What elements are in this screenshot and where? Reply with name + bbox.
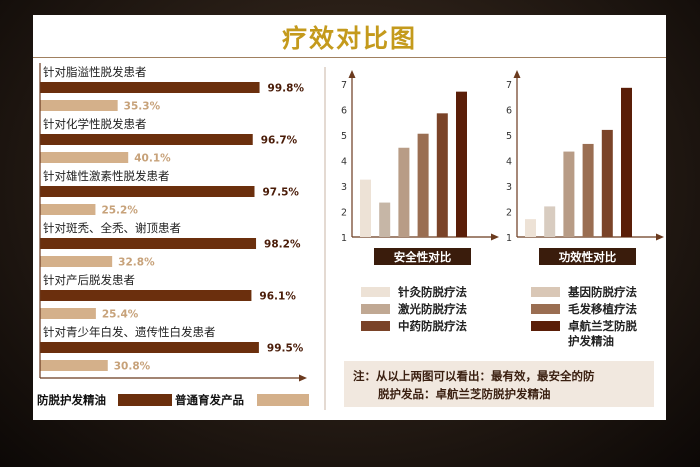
safety-chart-bar xyxy=(456,91,467,238)
efficacy-chart-y-tick-label: 4 xyxy=(506,157,512,168)
bar-secondary xyxy=(40,308,96,319)
safety-chart-y-tick-label: 1 xyxy=(341,233,347,244)
data-label-primary: 99.8% xyxy=(268,83,305,95)
data-label-primary: 97.5% xyxy=(263,187,300,199)
category-label: 针对产后脱发患者 xyxy=(43,273,135,287)
bar-secondary xyxy=(40,360,108,371)
data-label-secondary: 35.3% xyxy=(124,101,161,113)
safety-chart-y-axis-arrow xyxy=(348,70,356,78)
efficacy-chart-y-tick-label: 3 xyxy=(506,182,512,193)
efficacy-chart-bar xyxy=(582,143,594,237)
safety-chart-bar xyxy=(436,113,448,237)
safety-chart-bar xyxy=(379,202,391,237)
data-label-primary: 96.1% xyxy=(259,291,296,303)
footnote-box xyxy=(344,361,654,407)
efficacy-chart-bar xyxy=(601,129,613,237)
safety-chart-caption-box xyxy=(374,248,471,265)
data-label-secondary: 40.1% xyxy=(134,153,171,165)
efficacy-chart-bar xyxy=(621,87,632,237)
efficacy-chart-y-tick-label: 5 xyxy=(506,131,512,142)
bar-secondary xyxy=(40,152,129,163)
legend-label: 毛发移植疗法 xyxy=(568,302,637,316)
efficacy-chart-x-axis-arrow xyxy=(656,233,664,241)
data-label-secondary: 32.8% xyxy=(118,257,155,269)
data-label-primary: 96.7% xyxy=(261,135,298,147)
safety-chart-y-tick-label: 6 xyxy=(341,106,347,117)
page-title: 疗效对比图 xyxy=(281,24,417,53)
safety-chart-y-tick-label: 2 xyxy=(341,208,347,219)
footnote-line-2: 脱护发品：卓航兰芝防脱护发精油 xyxy=(378,387,551,401)
legend-label: 卓航兰芝防脱 xyxy=(568,319,637,333)
legend-label: 激光防脱疗法 xyxy=(398,302,467,316)
bar-primary xyxy=(40,134,253,145)
legend-label-secondary: 普通育发产品 xyxy=(175,393,244,407)
chart-canvas: 针对脂溢性脱发患者 99.8% 35.3% 针对化学性脱发患者 96.7% 40.1% 针对… xyxy=(37,63,664,410)
efficacy-chart-y-axis-arrow xyxy=(513,70,521,78)
data-label-primary: 99.5% xyxy=(267,343,304,355)
legend-label-primary: 防脱护发精油 xyxy=(37,393,106,407)
safety-chart-y-tick-label: 5 xyxy=(341,131,347,142)
category-label: 针对雄性激素性脱发患者 xyxy=(43,169,170,183)
efficacy-chart-y-tick-label: 6 xyxy=(506,106,512,117)
chart-panel: 疗效对比图 针对脂溢性脱发患者 99.8% 35.3% 针对化学性脱发患者 96.7% 4… xyxy=(33,15,666,420)
legend-swatch-secondary xyxy=(257,394,309,406)
safety-chart-y-tick-label: 7 xyxy=(341,80,347,91)
legend-label: 基因防脱疗法 xyxy=(567,285,637,299)
efficacy-chart-y-tick-label: 7 xyxy=(506,80,512,91)
category-label: 针对青少年白发、遗传性白发患者 xyxy=(43,325,216,339)
efficacy-chart-y-tick-label: 2 xyxy=(506,208,512,219)
legend-swatch-primary xyxy=(118,394,172,406)
legend-swatch xyxy=(531,321,560,331)
bar-secondary xyxy=(40,256,113,267)
bar-secondary xyxy=(40,204,96,215)
category-label: 针对化学性脱发患者 xyxy=(43,117,147,131)
legend-label-line2: 护发精油 xyxy=(568,334,614,348)
safety-chart-bar xyxy=(417,133,429,237)
legend-swatch xyxy=(361,287,390,297)
title-divider xyxy=(33,57,666,58)
safety-chart-title: 安全性对比 xyxy=(394,250,452,264)
efficacy-chart-title: 功效性对比 xyxy=(559,250,617,264)
data-label-secondary: 25.2% xyxy=(101,205,138,217)
safety-chart-x-axis-arrow xyxy=(491,233,499,241)
footnote-line-1: 注：从以上两图可以看出：最有效，最安全的防 xyxy=(353,369,595,383)
legend-label: 中药防脱疗法 xyxy=(398,319,467,333)
safety-chart-y-tick-label: 4 xyxy=(341,157,347,168)
legend-label: 针灸防脱疗法 xyxy=(398,285,467,299)
bar-secondary xyxy=(40,100,118,111)
legend-swatch xyxy=(361,304,390,314)
bar-primary xyxy=(40,82,260,93)
category-label: 针对脂溢性脱发患者 xyxy=(43,65,147,79)
legend-swatch xyxy=(531,287,560,297)
bar-primary xyxy=(40,238,257,249)
left-x-axis-arrow xyxy=(299,374,307,382)
data-label-primary: 98.2% xyxy=(264,239,301,251)
efficacy-chart-bar xyxy=(563,151,575,237)
safety-chart-bar xyxy=(360,179,371,237)
bar-primary xyxy=(40,290,252,301)
safety-chart-y-tick-label: 3 xyxy=(341,182,347,193)
efficacy-chart-y-tick-label: 1 xyxy=(506,233,512,244)
bar-primary xyxy=(40,186,255,197)
efficacy-chart-bar xyxy=(544,206,556,237)
category-label: 针对斑秃、全秃、谢顶患者 xyxy=(43,221,181,235)
safety-chart-bar xyxy=(398,147,410,237)
legend-swatch xyxy=(531,304,560,314)
bar-primary xyxy=(40,342,259,353)
data-label-secondary: 25.4% xyxy=(102,309,139,321)
legend-swatch xyxy=(361,321,390,331)
efficacy-chart-caption-box xyxy=(539,248,636,265)
efficacy-chart-bar xyxy=(525,219,536,237)
data-label-secondary: 30.8% xyxy=(114,361,151,373)
